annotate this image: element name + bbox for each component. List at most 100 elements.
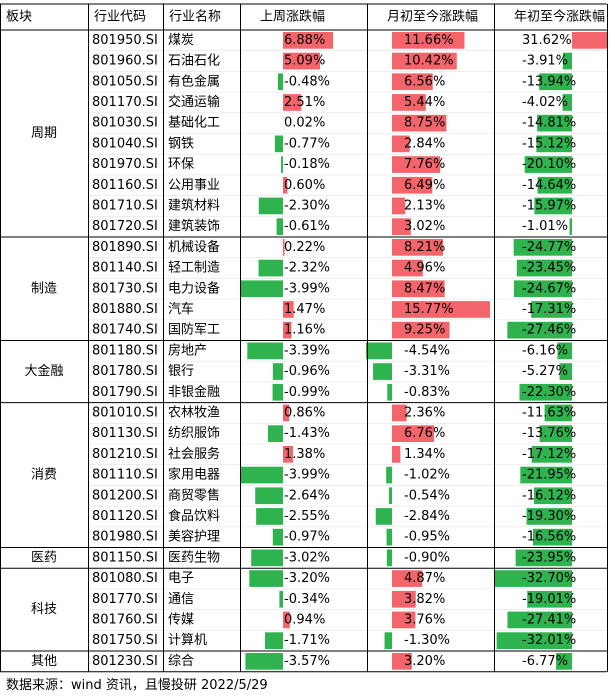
value-label: -21.95%: [522, 468, 576, 483]
industry-code: 801760.SI: [92, 612, 158, 627]
value-label: 10.42%: [404, 54, 454, 69]
data-bar: [562, 94, 572, 111]
value-label: 0.86%: [284, 405, 325, 420]
industry-code: 801200.SI: [92, 488, 158, 503]
industry-code: 801160.SI: [92, 178, 158, 193]
data-bar: [392, 321, 450, 339]
industry-name: 通信: [168, 592, 194, 607]
data-bar: [392, 259, 423, 277]
value-label: 9.25%: [404, 323, 445, 338]
value-label: -1.43%: [284, 426, 330, 441]
group-name: 消费: [31, 468, 57, 483]
value-label: 15.77%: [404, 302, 454, 317]
data-bar: [283, 52, 320, 70]
data-bar: [251, 549, 283, 567]
value-label: 3.20%: [404, 654, 445, 669]
value-label: 6.56%: [404, 74, 445, 89]
industry-code: 801980.SI: [92, 530, 158, 545]
value-label: 5.44%: [404, 95, 445, 110]
industry-name: 商贸零售: [168, 487, 220, 503]
data-bar: [283, 176, 288, 194]
value-label: -20.10%: [522, 157, 576, 172]
data-bar: [392, 653, 412, 670]
data-bar: [392, 404, 407, 422]
value-label: -0.61%: [284, 219, 330, 234]
data-bar: [527, 590, 572, 608]
value-label: 11.66%: [404, 33, 454, 48]
data-bar: [274, 135, 283, 153]
value-label: 0.22%: [284, 240, 325, 255]
data-bar: [544, 404, 572, 422]
value-label: -6.77%: [522, 654, 568, 669]
value-label: 3.82%: [404, 592, 445, 607]
industry-code: 801140.SI: [92, 261, 158, 276]
source-note: 数据来源：wind 资讯，且慢投研 2022/5/29: [6, 677, 268, 693]
value-label: 4.87%: [404, 571, 445, 586]
data-bar: [507, 321, 572, 339]
data-bar: [247, 342, 283, 360]
industry-code: 801110.SI: [92, 468, 158, 483]
value-label: 1.47%: [284, 302, 325, 317]
value-label: 2.84%: [404, 136, 445, 151]
value-label: -0.90%: [404, 550, 450, 565]
industry-name: 食品饮料: [168, 508, 220, 524]
data-bar: [392, 590, 416, 608]
data-bar: [537, 176, 572, 194]
data-bar: [526, 508, 572, 525]
value-label: -0.48%: [284, 74, 330, 89]
data-bar: [283, 32, 333, 49]
industry-code: 801770.SI: [92, 592, 158, 607]
value-label: -19.30%: [522, 509, 576, 524]
industry-name: 计算机: [168, 633, 207, 648]
value-label: -3.31%: [404, 364, 450, 379]
data-bar: [559, 363, 572, 380]
industry-name: 家用电器: [168, 467, 220, 483]
data-bar: [515, 549, 572, 567]
industry-name: 机械设备: [168, 239, 220, 255]
industry-name: 建筑装饰: [168, 218, 220, 234]
value-label: -23.45%: [522, 261, 576, 276]
industry-name: 综合: [168, 654, 194, 669]
data-bar: [241, 466, 283, 484]
industry-name: 建筑材料: [168, 197, 220, 213]
industry-name: 煤炭: [168, 33, 194, 48]
value-label: -6.16%: [522, 343, 568, 358]
group-name: 周期: [31, 126, 57, 141]
data-bar: [272, 383, 283, 401]
data-bar: [516, 259, 572, 277]
value-label: -15.12%: [522, 136, 576, 151]
industry-code: 801880.SI: [92, 302, 158, 317]
value-label: -1.01%: [522, 219, 568, 234]
data-bar: [557, 342, 572, 360]
header-cell: 行业名称: [169, 9, 221, 25]
industry-code: 801970.SI: [92, 157, 158, 172]
data-bar: [283, 94, 302, 111]
value-label: -27.41%: [522, 612, 576, 627]
industry-name: 石油石化: [168, 54, 220, 69]
data-bar: [520, 466, 572, 484]
data-bar: [249, 570, 283, 587]
industry-name: 纺织服饰: [168, 426, 220, 441]
value-label: 8.75%: [404, 116, 445, 131]
industry-code: 801010.SI: [92, 405, 158, 420]
industry-code: 801080.SI: [92, 571, 158, 586]
value-label: -19.01%: [522, 592, 576, 607]
industry-code: 801750.SI: [92, 633, 158, 648]
data-bar: [392, 156, 441, 173]
value-label: -4.54%: [404, 343, 450, 358]
data-bar: [392, 239, 444, 256]
value-label: -22.30%: [522, 385, 576, 400]
value-label: -0.95%: [404, 530, 450, 545]
data-bar: [392, 114, 447, 132]
value-label: 2.51%: [284, 95, 325, 110]
data-bar: [276, 218, 283, 235]
value-label: -0.97%: [284, 530, 330, 545]
value-label: -1.30%: [404, 633, 450, 648]
value-label: -13.76%: [522, 426, 576, 441]
industry-code: 801210.SI: [92, 447, 158, 462]
data-bar: [258, 259, 283, 277]
data-bar: [283, 404, 290, 422]
industry-name: 交通运输: [168, 94, 220, 110]
data-bar: [283, 446, 294, 463]
